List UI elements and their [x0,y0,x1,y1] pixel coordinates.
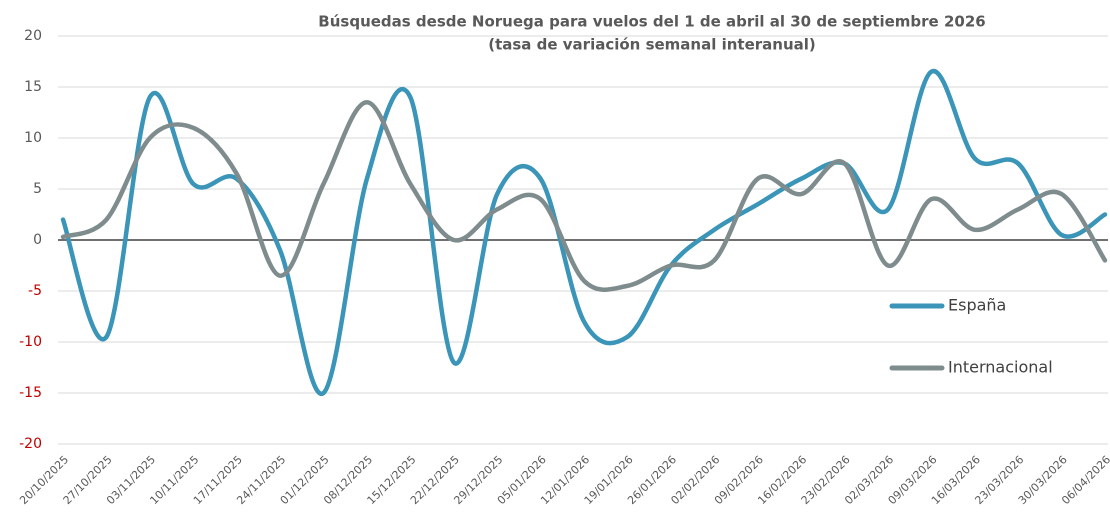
legend-label: España [948,296,1006,315]
y-tick-label: -5 [28,283,42,299]
line-series [60,100,1108,292]
y-tick-label: 0 [33,232,42,248]
y-tick-label: -10 [19,334,42,350]
y-tick-label: 15 [24,79,42,95]
chart-subtitle: (tasa de variación semanal interanual) [488,36,816,54]
line-series [60,69,1108,396]
y-tick-label: -15 [19,385,42,401]
y-tick-label: 20 [24,28,42,44]
chart-title: Búsquedas desde Noruega para vuelos del … [318,13,985,31]
y-tick-label: 10 [24,130,42,146]
y-tick-label: 5 [33,181,42,197]
y-tick-label: -20 [19,436,42,452]
legend-label: Internacional [948,358,1053,377]
